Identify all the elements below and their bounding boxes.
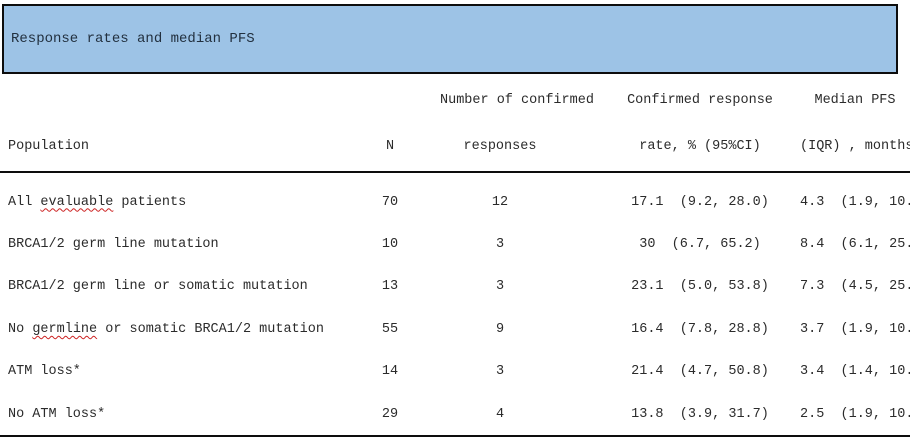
population-cell: BRCA1/2 germ line or somatic mutation: [0, 279, 340, 294]
col-header-responses-line1: Number of confirmed: [440, 93, 594, 108]
responses-cell: 4: [495, 406, 505, 422]
rate-cell: 21.4 (4.7, 50.8): [631, 364, 769, 380]
col-header-responses-line2: responses: [463, 139, 537, 154]
n-cell: 14: [381, 364, 399, 380]
rate-cell: 13.8 (3.9, 31.7): [631, 406, 769, 422]
n-cell: 29: [381, 406, 399, 422]
table-row: BRCA1/2 germ line mutation 10 3 30 (6.7,…: [0, 223, 910, 265]
col-header-n: N: [385, 139, 395, 154]
responses-cell: 9: [495, 321, 505, 337]
table-row: ATM loss* 14 3 21.4 (4.7, 50.8) 3.4 (1.4…: [0, 351, 910, 393]
table-row: All evaluable patients 70 12 17.1 (9.2, …: [0, 181, 910, 223]
misspelled-word: germline: [32, 321, 98, 337]
pfs-cell: 3.4 (1.4, 10.2): [800, 364, 910, 380]
population-text: No ATM loss*: [8, 406, 106, 422]
population-text: BRCA1/2 germ line mutation: [8, 237, 219, 253]
population-text: BRCA1/2 germ line or somatic mutation: [8, 279, 308, 295]
pfs-cell: 3.7 (1.9, 10.0): [800, 321, 910, 337]
table-title-banner: Response rates and median PFS: [2, 4, 898, 74]
responses-cell: 3: [495, 364, 505, 380]
population-text: ATM loss*: [8, 364, 81, 380]
header-spacer: [340, 93, 440, 139]
population-text: patients: [113, 194, 187, 210]
n-cell: 13: [381, 279, 399, 295]
header-row-2: Population N responses rate, % (95%CI) (…: [0, 139, 910, 171]
population-cell: No ATM loss*: [0, 407, 340, 422]
pfs-cell: 7.3 (4.5, 25.4): [800, 279, 910, 295]
header-row-1: Number of confirmed Confirmed response M…: [0, 93, 910, 139]
table-row: No ATM loss* 29 4 13.8 (3.9, 31.7) 2.5 (…: [0, 393, 910, 435]
n-cell: 70: [381, 194, 399, 210]
col-header-rate-line1: Confirmed response: [627, 93, 773, 108]
col-header-pfs-line2: (IQR) , months: [800, 139, 910, 154]
population-cell: No germline or somatic BRCA1/2 mutation: [0, 322, 340, 337]
misspelled-word: evaluable: [40, 194, 114, 210]
rate-cell: 17.1 (9.2, 28.0): [631, 194, 769, 210]
table-row: BRCA1/2 germ line or somatic mutation 13…: [0, 266, 910, 308]
population-cell: BRCA1/2 germ line mutation: [0, 237, 340, 252]
table-row: No germline or somatic BRCA1/2 mutation …: [0, 308, 910, 350]
n-cell: 55: [381, 321, 399, 337]
table-title: Response rates and median PFS: [11, 31, 255, 47]
responses-cell: 12: [491, 194, 509, 210]
col-header-population: Population: [8, 139, 90, 154]
col-header-pfs-line1: Median PFS: [814, 93, 896, 108]
n-cell: 10: [381, 237, 399, 253]
table-header: Number of confirmed Confirmed response M…: [0, 93, 910, 173]
header-spacer: [0, 93, 340, 139]
rate-cell: 16.4 (7.8, 28.8): [631, 321, 769, 337]
responses-cell: 3: [495, 279, 505, 295]
responses-cell: 3: [495, 237, 505, 253]
pfs-cell: 8.4 (6.1, 25.4): [800, 237, 910, 253]
pfs-cell: 2.5 (1.9, 10.0): [800, 406, 910, 422]
pfs-cell: 4.3 (1.9, 10.0): [800, 194, 910, 210]
table-body: All evaluable patients 70 12 17.1 (9.2, …: [0, 173, 910, 438]
population-text: All: [8, 194, 41, 210]
population-text: No: [8, 321, 33, 337]
population-cell: ATM loss*: [0, 364, 340, 379]
rate-cell: 23.1 (5.0, 53.8): [631, 279, 769, 295]
rate-cell: 30 (6.7, 65.2): [639, 237, 761, 253]
col-header-rate-line2: rate, % (95%CI): [639, 139, 761, 154]
population-text: or somatic BRCA1/2 mutation: [97, 321, 324, 337]
population-cell: All evaluable patients: [0, 195, 340, 210]
